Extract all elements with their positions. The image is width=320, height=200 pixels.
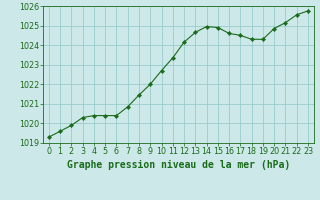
X-axis label: Graphe pression niveau de la mer (hPa): Graphe pression niveau de la mer (hPa) bbox=[67, 160, 290, 170]
